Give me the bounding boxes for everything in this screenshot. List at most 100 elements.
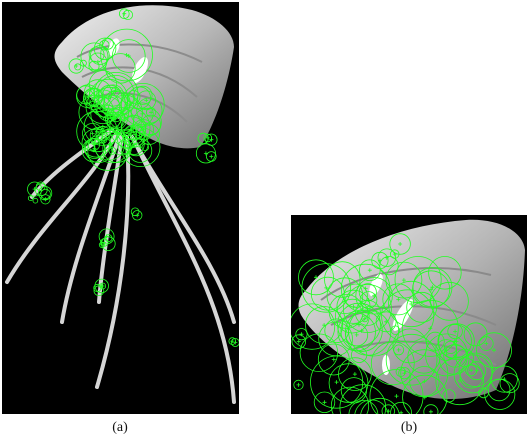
- keypoint-circle: [131, 210, 143, 221]
- keypoint-circle: [447, 323, 463, 340]
- keypoint-circle: [385, 261, 423, 299]
- keypoint-circle: [100, 238, 109, 247]
- keypoint-circle: [381, 404, 395, 414]
- keypoint-circle: [291, 334, 307, 349]
- keypoint-circle: [82, 123, 104, 145]
- keypoint-circle: [298, 259, 334, 296]
- keypoint-circle: [230, 338, 239, 347]
- keypoint-circle: [377, 248, 397, 267]
- keypoint-circle: [136, 97, 163, 124]
- keypoint-circle: [206, 151, 217, 162]
- keypoint-circle: [453, 354, 493, 394]
- jellyfish-full-image: [5, 5, 239, 404]
- keypoint-circle: [89, 126, 107, 144]
- keypoint-circle: [310, 355, 364, 409]
- keypoint-circle: [313, 391, 336, 414]
- keypoint-circle: [94, 128, 130, 164]
- keypoint-circle: [129, 124, 144, 139]
- keypoint-circle: [338, 357, 372, 391]
- keypoint-circle: [117, 139, 132, 154]
- keypoint-circle: [139, 123, 160, 145]
- jellyfish-tentacles: [5, 128, 236, 404]
- keypoint-circle: [122, 9, 134, 20]
- keypoint-circle: [68, 58, 84, 74]
- keypoint-circle: [305, 306, 344, 345]
- keypoint-circle: [358, 283, 377, 302]
- keypoint-circle: [146, 107, 157, 118]
- keypoint-circle: [130, 207, 140, 217]
- keypoint-circle: [80, 42, 109, 71]
- keypoint-circle: [423, 404, 439, 414]
- keypoint-circle: [100, 28, 153, 82]
- keypoint-circle: [94, 278, 109, 294]
- keypoint-circle: [74, 63, 82, 71]
- keypoint-circle: [499, 373, 520, 394]
- keypoint-circle: [120, 127, 161, 168]
- keypoint-circle: [83, 79, 113, 108]
- keypoint-circle: [93, 283, 102, 293]
- keypoint-circle: [120, 83, 165, 127]
- keypoint-circle: [343, 283, 368, 308]
- keypoint-circle: [27, 195, 34, 202]
- keypoint-circle: [370, 341, 415, 386]
- keypoint-circle: [98, 228, 115, 245]
- keypoint-circle: [348, 400, 379, 414]
- keypoint-circle: [197, 132, 209, 144]
- keypoint-circle: [228, 337, 237, 345]
- keypoint-circle: [428, 256, 462, 290]
- panel-a-image: [2, 2, 239, 414]
- keypoint-circle: [359, 291, 378, 309]
- keypoint-circle: [458, 352, 494, 388]
- panel-b-image: [291, 215, 527, 414]
- keypoint-circle: [328, 294, 364, 329]
- keypoint-circle: [459, 364, 484, 389]
- keypoint-circle: [379, 255, 399, 276]
- keypoint-circle: [369, 369, 424, 414]
- keypoint-circle: [444, 340, 458, 354]
- keypoint-circle: [429, 281, 469, 321]
- keypoint-circle: [101, 236, 116, 252]
- keypoint-circle: [123, 134, 145, 155]
- keypoint-circle: [412, 270, 451, 309]
- keypoint-circle: [105, 111, 122, 128]
- keypoint-circle: [337, 302, 381, 347]
- keypoint-circle: [390, 325, 401, 335]
- keypoint-circle: [484, 378, 516, 410]
- keypoint-circle: [438, 323, 475, 360]
- keypoint-circle: [105, 53, 136, 84]
- keypoint-circle: [81, 128, 111, 158]
- jellyfish-bell: [54, 5, 234, 149]
- keypoint-circle: [465, 364, 478, 377]
- keypoint-circle: [119, 8, 130, 19]
- keypoint-circle: [107, 94, 144, 131]
- keypoint-circle: [435, 339, 458, 362]
- panel-b-caption: (b): [400, 420, 418, 435]
- keypoint-circle: [108, 146, 117, 155]
- keypoint-markers-a: [27, 8, 239, 347]
- keypoint-circle: [324, 318, 350, 344]
- keypoint-circle: [381, 289, 435, 343]
- keypoint-circle: [476, 332, 512, 369]
- keypoint-circle: [390, 401, 412, 414]
- keypoint-circle: [425, 331, 445, 351]
- keypoint-circle: [335, 298, 370, 334]
- keypoint-circle: [360, 397, 400, 414]
- keypoint-circle: [330, 386, 370, 414]
- keypoint-circle: [359, 259, 381, 282]
- keypoint-circle: [88, 70, 117, 99]
- keypoint-circle: [107, 107, 135, 135]
- keypoint-circle: [389, 233, 411, 255]
- keypoint-circle: [382, 283, 415, 316]
- keypoint-circle: [98, 241, 106, 248]
- keypoint-circle: [295, 328, 308, 341]
- keypoint-circle: [27, 181, 43, 197]
- keypoint-circle: [340, 263, 391, 314]
- keypoint-circle: [402, 374, 448, 414]
- keypoint-circle: [324, 261, 361, 298]
- keypoint-circle: [299, 333, 339, 372]
- keypoint-circle: [99, 40, 110, 51]
- keypoint-circle: [389, 249, 400, 259]
- keypoint-circle: [435, 356, 485, 406]
- keypoint-circle: [85, 89, 120, 124]
- keypoint-circle: [96, 74, 135, 114]
